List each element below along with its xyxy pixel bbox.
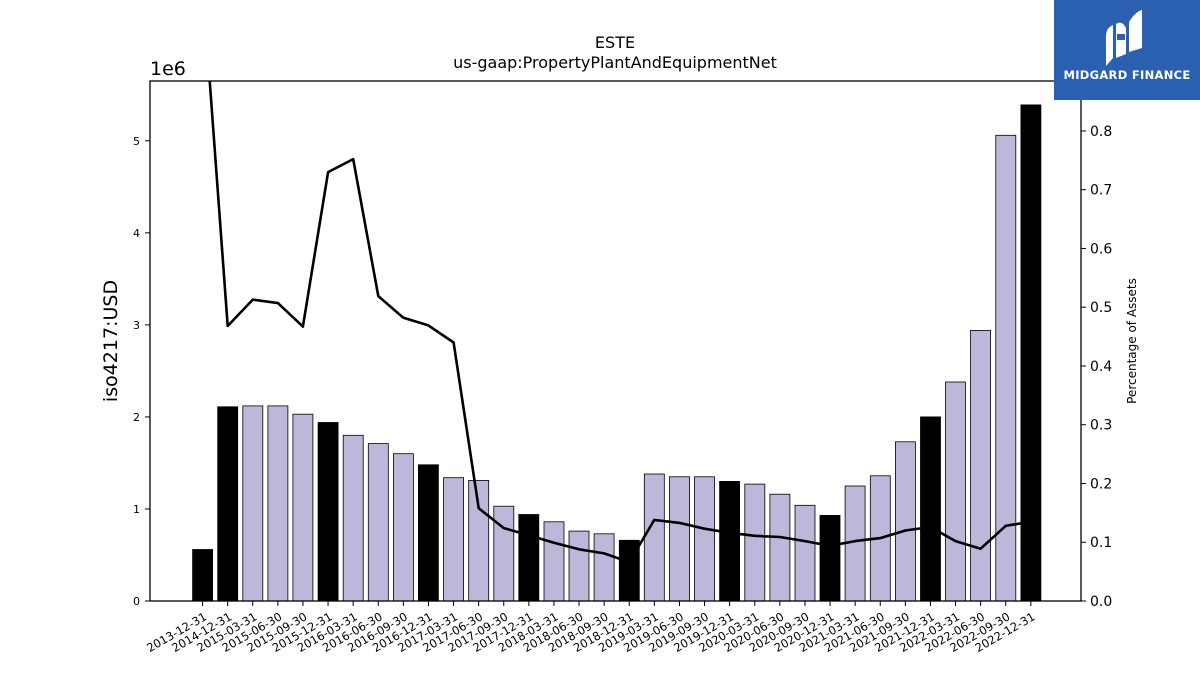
- bar: [267, 405, 289, 602]
- bar: [895, 441, 916, 602]
- bar: [543, 521, 565, 602]
- y2-tick-label: 0.1: [1090, 535, 1112, 551]
- y-tick-label: 4: [133, 227, 140, 240]
- y-tick-label: 1: [133, 503, 140, 516]
- y2-tick-label: 0.7: [1090, 183, 1112, 199]
- bar: [342, 434, 364, 602]
- bar: [669, 476, 690, 602]
- y2-tick-label: 0.3: [1090, 418, 1112, 434]
- bar: [1020, 104, 1042, 602]
- bar: [794, 504, 816, 602]
- bar: [493, 505, 515, 602]
- bar: [317, 422, 339, 602]
- plot-frame: [149, 80, 1082, 602]
- y-tick-label: 2: [133, 411, 140, 424]
- y-tick-label: 0: [133, 595, 140, 608]
- logo-text: MIDGARD FINANCE: [1063, 68, 1191, 82]
- brand-logo: MIDGARD FINANCE: [1054, 0, 1200, 100]
- bar: [367, 443, 389, 602]
- midgard-logo-icon: [1106, 10, 1142, 66]
- bar: [443, 477, 465, 602]
- bar: [744, 483, 766, 602]
- bar: [192, 549, 214, 602]
- y-tick-label: 3: [133, 319, 140, 332]
- bar: [970, 329, 991, 602]
- y2-tick-label: 0.2: [1090, 476, 1112, 492]
- bar: [694, 476, 715, 602]
- y2-tick-label: 0.4: [1090, 359, 1112, 375]
- bar: [719, 480, 740, 602]
- y2-tick-label: 0.0: [1090, 594, 1112, 610]
- bar: [643, 473, 665, 602]
- bar: [468, 479, 490, 602]
- bar: [568, 530, 590, 602]
- bar: [392, 453, 414, 602]
- chart-subtitle: us-gaap:PropertyPlantAndEquipmentNet: [453, 53, 777, 72]
- bar: [945, 381, 966, 602]
- percentage-line: [208, 81, 1032, 564]
- bar: [242, 405, 264, 602]
- chart-title: ESTE: [595, 33, 635, 52]
- y-axis-label: iso4217:USD: [100, 280, 122, 402]
- bar: [769, 493, 791, 602]
- bar: [593, 533, 615, 602]
- bar: [217, 406, 239, 602]
- bar: [920, 416, 941, 602]
- bar: [518, 514, 540, 602]
- y2-axis-label: Percentage of Assets: [1125, 278, 1139, 404]
- y-offset-text: 1e6: [150, 58, 186, 80]
- y2-tick-label: 0.8: [1090, 124, 1112, 140]
- bar: [292, 413, 314, 602]
- y-tick-label: 5: [133, 135, 140, 148]
- bar: [417, 464, 439, 602]
- bar: [819, 515, 841, 602]
- y2-tick-label: 0.6: [1090, 241, 1112, 257]
- y2-tick-label: 0.5: [1090, 300, 1112, 316]
